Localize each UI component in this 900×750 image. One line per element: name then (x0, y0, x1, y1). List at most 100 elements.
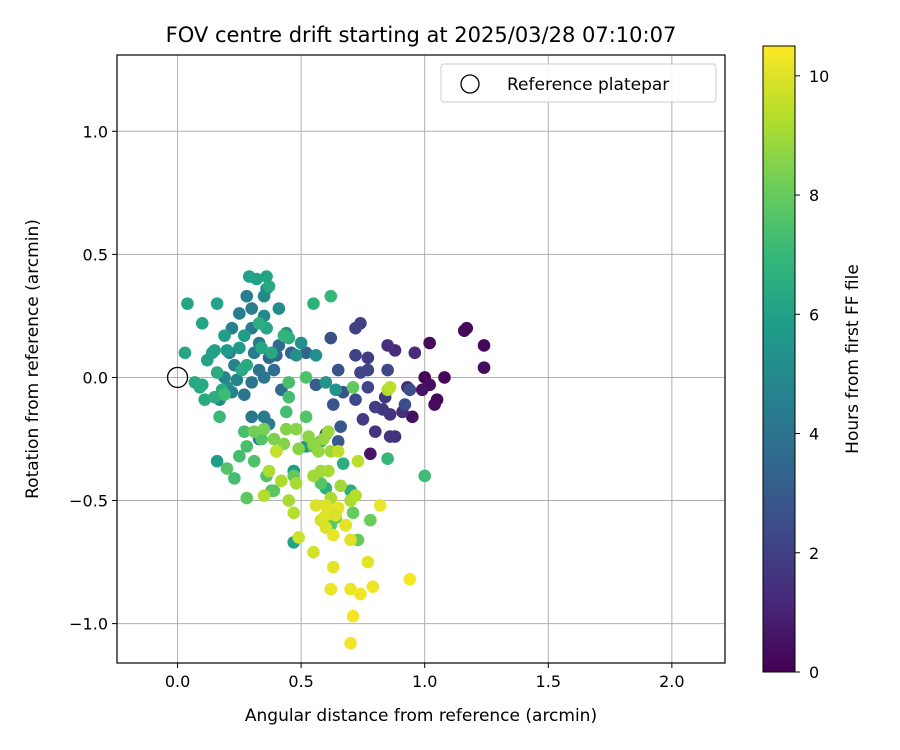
data-point (292, 442, 305, 456)
data-point (309, 378, 323, 392)
data-point (252, 317, 266, 330)
y-axis-ticks: −1.0 −0.5 0.0 0.5 1.0 (69, 122, 117, 634)
data-point (294, 336, 308, 350)
data-point (245, 410, 258, 424)
colorbar-tick-label: 4 (809, 425, 819, 444)
data-point (280, 405, 293, 419)
data-point (178, 346, 192, 360)
data-point (406, 410, 419, 424)
data-point (292, 531, 305, 544)
data-point (255, 341, 268, 355)
x-tick-label: 1.5 (536, 672, 561, 691)
data-point (319, 509, 333, 522)
chart-title: FOV centre drift starting at 2025/03/28 … (166, 23, 677, 47)
data-point (438, 371, 451, 384)
data-point (257, 422, 271, 436)
data-point (265, 346, 278, 360)
y-tick-label: 0.0 (83, 368, 108, 387)
data-point (287, 506, 301, 520)
data-point (354, 587, 367, 601)
data-point (354, 317, 367, 330)
data-point (240, 491, 254, 505)
colorbar-tick-label: 8 (809, 186, 819, 205)
data-point (381, 339, 394, 352)
data-point (257, 371, 271, 384)
data-point (280, 422, 293, 436)
data-point (188, 376, 202, 389)
colorbar-label: Hours from first FF file (843, 264, 863, 454)
colorbar-ticks: 0 2 4 6 8 10 (795, 67, 829, 682)
data-point (220, 462, 234, 475)
y-tick-label: −0.5 (69, 492, 108, 511)
data-point (344, 533, 357, 547)
data-point (270, 445, 283, 458)
data-point (324, 582, 338, 596)
legend-reference-marker (460, 74, 480, 94)
data-point (364, 447, 377, 461)
data-point (198, 393, 212, 406)
data-point (309, 499, 323, 512)
data-point (361, 381, 375, 394)
data-point (349, 489, 362, 502)
data-point (312, 445, 325, 458)
data-point (213, 410, 226, 424)
data-point (289, 349, 303, 362)
data-point (267, 432, 281, 446)
data-point (260, 270, 273, 283)
data-point (361, 363, 375, 377)
data-point (344, 582, 357, 596)
data-point (349, 349, 362, 362)
data-point (319, 376, 333, 389)
data-point (309, 349, 323, 362)
data-point (218, 388, 231, 401)
data-point (233, 307, 246, 320)
reference-point (166, 366, 189, 389)
data-point (299, 371, 313, 384)
y-tick-label: −1.0 (69, 615, 108, 634)
data-point (349, 393, 362, 406)
colorbar: 0 2 4 6 8 10 Hours from first FF file (762, 45, 863, 682)
y-tick-label: 1.0 (83, 122, 108, 141)
data-point (331, 445, 345, 458)
data-point (418, 469, 432, 483)
data-point (344, 637, 357, 650)
data-point (247, 425, 261, 438)
data-point (364, 513, 377, 527)
data-point (237, 388, 251, 401)
data-point (240, 440, 254, 453)
x-axis-ticks: 0.0 0.5 1.0 1.5 2.0 (165, 663, 685, 691)
data-point (233, 341, 246, 355)
data-points (178, 270, 491, 650)
data-point (230, 373, 244, 387)
data-point (299, 410, 313, 424)
data-point (275, 474, 288, 488)
data-point (324, 289, 338, 303)
data-point (237, 425, 251, 438)
colorbar-gradient (762, 45, 796, 673)
data-point (240, 358, 254, 372)
legend-entry-reference: Reference platepar (507, 75, 669, 95)
data-point (356, 413, 370, 426)
data-point (368, 400, 382, 414)
data-point (277, 329, 291, 342)
data-point (242, 270, 256, 283)
data-point (331, 435, 345, 448)
data-point (181, 297, 194, 310)
data-point (398, 398, 412, 411)
reference-marker (166, 366, 189, 389)
data-point (339, 518, 352, 532)
data-point (373, 499, 387, 512)
x-axis-label: Angular distance from reference (arcmin) (245, 706, 597, 726)
data-point (218, 329, 231, 342)
data-point (329, 383, 343, 397)
data-point (245, 302, 258, 315)
data-point (403, 573, 417, 586)
data-point (210, 454, 224, 468)
colorbar-tick-label: 0 (809, 663, 819, 682)
data-point (289, 477, 303, 490)
x-tick-label: 0.5 (288, 672, 313, 691)
data-point (272, 302, 286, 315)
data-point (245, 376, 258, 389)
data-point (346, 609, 360, 623)
data-point (233, 449, 246, 463)
